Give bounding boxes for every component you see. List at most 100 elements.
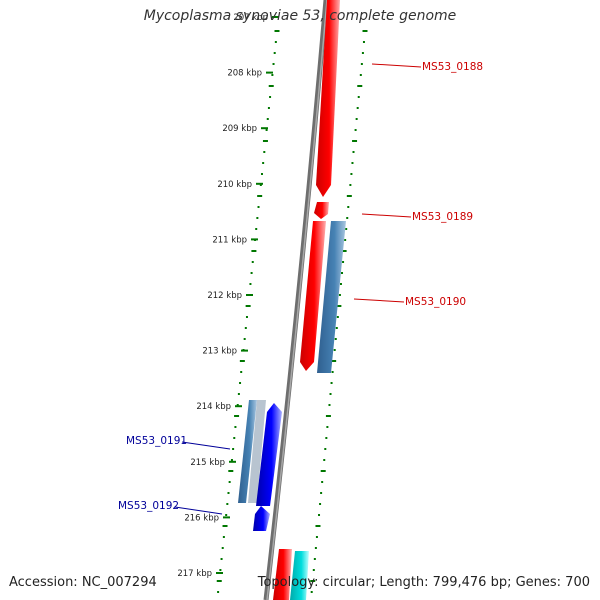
gc-dot-outer: [328, 404, 331, 406]
tick-label: 210 kbp: [217, 180, 252, 190]
tick-label: 209 kbp: [222, 124, 257, 134]
gc-dot-outer: [325, 415, 331, 417]
gc-dot-outer: [315, 525, 321, 527]
gc-dot-outer: [352, 140, 358, 142]
gene-ms53-0189-arrow[interactable]: [314, 202, 329, 219]
gc-dot-outer: [345, 228, 348, 230]
gene-label-ms53-0190[interactable]: MS53_0190: [405, 296, 466, 308]
gc-dot-outer: [355, 118, 358, 120]
gene-cyan-block[interactable]: [290, 551, 309, 600]
gene-lower-forward-arrow[interactable]: [273, 549, 292, 600]
gc-dot-outer: [310, 591, 313, 593]
gc-dot-inner: [243, 338, 246, 340]
gene-label-ms53-0189[interactable]: MS53_0189: [412, 211, 473, 223]
gc-dot-inner: [268, 85, 274, 87]
map-title: Mycoplasma synoviae 53, complete genome: [143, 8, 457, 24]
gc-dot-outer: [344, 239, 347, 241]
gc-dot-outer: [361, 52, 364, 54]
gc-dot-inner: [250, 272, 253, 274]
gc-dot-inner: [239, 360, 245, 362]
gc-dot-outer: [336, 316, 339, 318]
gc-dot-outer: [349, 184, 352, 186]
tick-label: 213 kbp: [202, 347, 237, 357]
gc-dot-outer: [331, 371, 334, 373]
gc-dot-inner: [265, 129, 268, 131]
gc-dot-inner: [236, 404, 239, 406]
gc-dot-inner: [216, 580, 222, 582]
gc-dot-outer: [360, 63, 363, 65]
gc-dot-outer: [312, 569, 315, 571]
gene-grey-block[interactable]: [248, 400, 266, 503]
gc-dot-outer: [335, 327, 338, 329]
gc-dot-inner: [239, 382, 242, 384]
gc-dot-inner: [222, 536, 225, 538]
gc-content-track: [216, 30, 368, 593]
gc-dot-inner: [251, 250, 257, 252]
gc-dot-inner: [240, 371, 243, 373]
gc-dot-outer: [323, 459, 326, 461]
gc-dot-inner: [228, 481, 231, 483]
gc-dot-inner: [267, 107, 270, 109]
gc-dot-outer: [321, 481, 324, 483]
gc-dot-inner: [228, 470, 234, 472]
gc-dot-outer: [339, 283, 342, 285]
gene-label-ms53-0191[interactable]: MS53_0191: [126, 435, 187, 447]
gc-dot-outer: [346, 195, 352, 197]
tick-label: 217 kbp: [177, 569, 212, 579]
gc-dot-outer: [314, 547, 317, 549]
gene-ms53-0188-arrow[interactable]: [316, 0, 340, 197]
gc-dot-outer: [320, 492, 323, 494]
gc-dot-inner: [244, 327, 247, 329]
tick-label: 214 kbp: [196, 402, 231, 412]
gc-dot-outer: [341, 272, 344, 274]
gc-dot-outer: [346, 217, 349, 219]
gene-steel-block-upper[interactable]: [317, 221, 346, 373]
gc-dot-outer: [329, 393, 332, 395]
gene-label-ms53-0192[interactable]: MS53_0192: [118, 500, 179, 512]
gc-dot-inner: [274, 41, 277, 43]
gc-dot-outer: [362, 30, 368, 32]
gc-dot-inner: [245, 305, 251, 307]
gc-dot-outer: [350, 173, 353, 175]
gc-dot-inner: [234, 415, 240, 417]
gene-ms53-0190-arrow[interactable]: [300, 221, 326, 371]
gc-dot-outer: [310, 580, 316, 582]
gc-dot-outer: [342, 261, 345, 263]
tick-label: 208 kbp: [227, 69, 262, 79]
gc-dot-inner: [227, 492, 230, 494]
gc-dot-inner: [271, 74, 274, 76]
gc-dot-inner: [266, 118, 269, 120]
gene-ms53-0192-arrow[interactable]: [253, 506, 270, 531]
gc-dot-inner: [233, 437, 236, 439]
position-ticks: 207 kbp 208 kbp 209 kbp 210 kbp 211 kbp 212 k…: [177, 13, 279, 579]
gc-dot-inner: [221, 547, 224, 549]
gc-dot-inner: [259, 184, 262, 186]
gc-dot-inner: [234, 426, 237, 428]
gc-dot-outer: [330, 382, 333, 384]
accession-text: Accession: NC_007294: [9, 575, 157, 590]
gc-dot-outer: [325, 437, 328, 439]
gc-dot-inner: [272, 63, 275, 65]
gene-ms53-0191-arrow[interactable]: [256, 403, 282, 506]
gc-dot-inner: [273, 52, 276, 54]
gc-dot-outer: [319, 503, 322, 505]
gc-dot-outer: [357, 85, 363, 87]
leader-ms53-0191: [181, 441, 231, 450]
gc-dot-inner: [220, 558, 223, 560]
tick-label: 215 kbp: [190, 458, 225, 468]
tick-label: 207 kbp: [233, 13, 268, 23]
gc-dot-inner: [251, 261, 254, 263]
gc-dot-outer: [347, 206, 350, 208]
gc-dot-inner: [237, 393, 240, 395]
gene-label-ms53-0188[interactable]: MS53_0188: [422, 61, 483, 73]
leader-ms53-0188: [371, 63, 422, 68]
gc-dot-inner: [257, 195, 263, 197]
gc-dot-inner: [260, 173, 263, 175]
gc-dot-outer: [313, 558, 316, 560]
gc-dot-outer: [352, 151, 355, 153]
gc-dot-outer: [318, 514, 321, 516]
gc-dot-inner: [274, 30, 280, 32]
gc-dot-inner: [232, 448, 235, 450]
gene-steel-block-lower[interactable]: [238, 400, 257, 503]
